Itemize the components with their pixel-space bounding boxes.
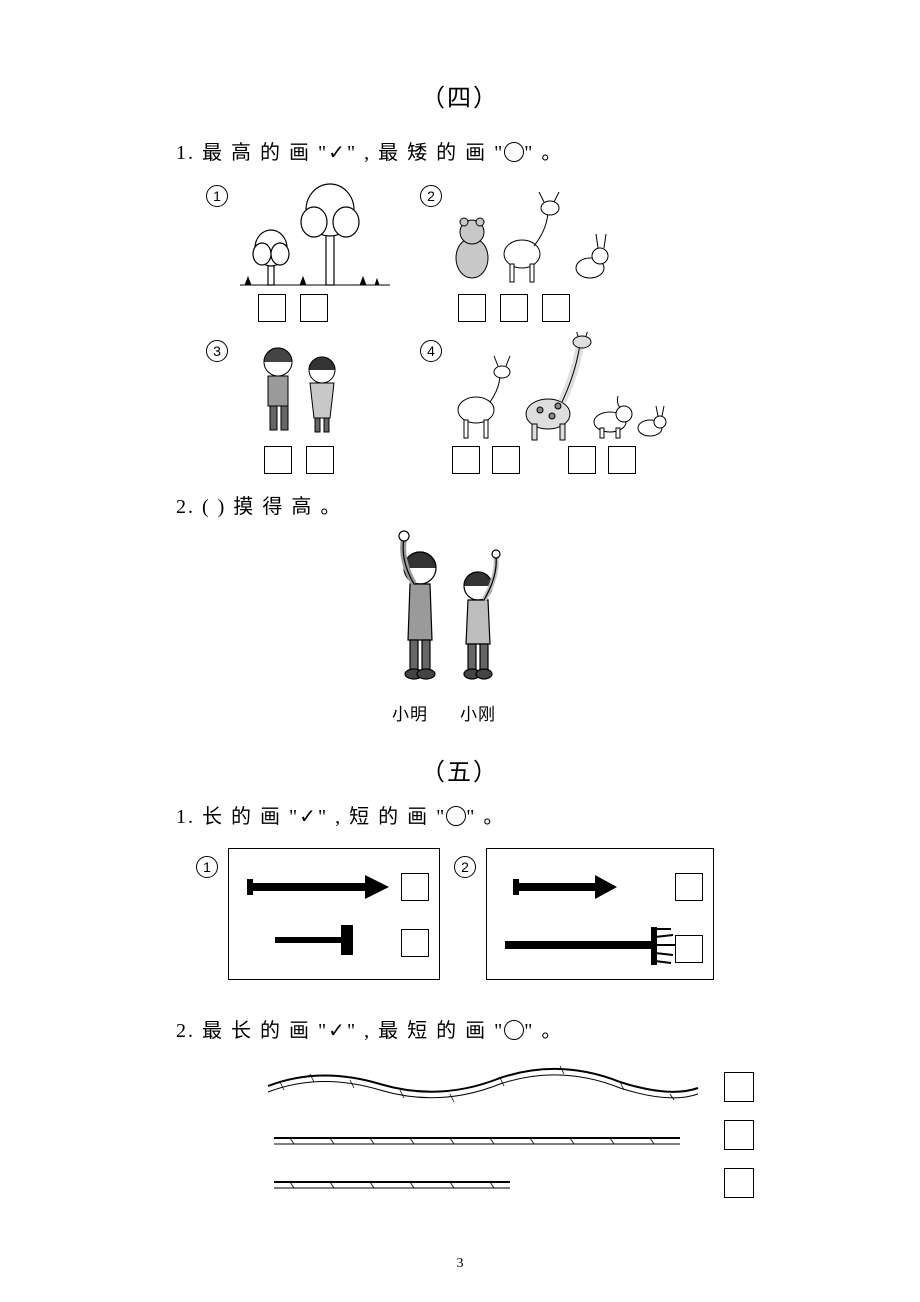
s5-q1-mid: " , 短 的 画 "	[318, 806, 446, 828]
s4-q1-1-boxes	[258, 294, 328, 322]
ropes-illustration	[260, 1058, 740, 1208]
circle-icon	[504, 142, 524, 162]
answer-box[interactable]	[675, 873, 703, 901]
circle-icon	[504, 1020, 524, 1040]
answer-box[interactable]	[300, 294, 328, 322]
answer-box[interactable]	[724, 1120, 754, 1150]
s4-q2-text: 2. ( ) 摸 得 高 。	[176, 490, 342, 519]
s4-q1-item-1: 1	[206, 185, 228, 207]
animals-4-illustration	[448, 332, 668, 442]
kids-illustration	[250, 340, 370, 440]
s4-q2-name-right: 小刚	[460, 700, 496, 725]
s4-q1-3-boxes	[264, 446, 334, 474]
trees-illustration	[240, 180, 390, 290]
num-circle-2: 2	[420, 185, 442, 207]
s5-q1-suffix: " 。	[466, 806, 505, 828]
answer-box[interactable]	[452, 446, 480, 474]
answer-box[interactable]	[264, 446, 292, 474]
s5-q2-text: 2. 最 长 的 画 "✓" , 最 短 的 画 " " 。	[176, 1014, 563, 1043]
answer-box[interactable]	[675, 935, 703, 963]
answer-box[interactable]	[401, 929, 429, 957]
s4-q1-suffix: " 。	[524, 142, 563, 164]
num-circle-1: 1	[206, 185, 228, 207]
answer-box[interactable]	[258, 294, 286, 322]
answer-box[interactable]	[458, 294, 486, 322]
s4-q1-text: 1. 最 高 的 画 "✓" , 最 矮 的 画 " " 。	[176, 136, 563, 165]
num-circle-3: 3	[206, 340, 228, 362]
s4-q2-prefix: 2. (	[176, 496, 211, 518]
answer-box[interactable]	[306, 446, 334, 474]
s4-q1-prefix: 1. 最 高 的 画 "	[176, 142, 328, 164]
section-4-title: （四）	[0, 78, 920, 113]
s5-q1-prefix: 1. 长 的 画 "	[176, 806, 299, 828]
answer-box[interactable]	[568, 446, 596, 474]
answer-box[interactable]	[724, 1168, 754, 1198]
s5-q1-item-1: 1	[196, 856, 218, 878]
circle-icon	[446, 806, 466, 826]
s5-q2-prefix: 2. 最 长 的 画 "	[176, 1020, 328, 1042]
s4-q1-item-2: 2	[420, 185, 442, 207]
check-icon: ✓	[328, 142, 347, 164]
s4-q2-suffix: ) 摸 得 高 。	[218, 496, 343, 518]
answer-box[interactable]	[608, 446, 636, 474]
s4-q1-item-4: 4	[420, 340, 442, 362]
s5-q1-text: 1. 长 的 画 "✓" , 短 的 画 " " 。	[176, 800, 505, 829]
num-circle-2: 2	[454, 856, 476, 878]
s5-q1-item-2: 2	[454, 856, 476, 878]
check-icon: ✓	[299, 806, 318, 828]
answer-box[interactable]	[724, 1072, 754, 1102]
page-number: 3	[0, 1256, 920, 1272]
s4-q1-2-boxes	[458, 294, 570, 322]
s5-q1-2-frame	[486, 848, 714, 980]
num-circle-1: 1	[196, 856, 218, 878]
s4-q2-name-left: 小明	[392, 700, 428, 725]
s5-q2-suffix: " 。	[524, 1020, 563, 1042]
reaching-kids-illustration	[370, 530, 530, 700]
answer-box[interactable]	[492, 446, 520, 474]
check-icon: ✓	[328, 1020, 347, 1042]
animals-2-illustration	[450, 188, 620, 288]
s4-q1-item-3: 3	[206, 340, 228, 362]
s4-q1-mid: " , 最 矮 的 画 "	[347, 142, 504, 164]
s5-q2-boxes	[724, 1072, 754, 1198]
num-circle-4: 4	[420, 340, 442, 362]
s5-q1-1-frame	[228, 848, 440, 980]
s4-q2-blank[interactable]	[211, 496, 218, 518]
shovels-1-illustration	[229, 849, 439, 979]
s5-q2-mid: " , 最 短 的 画 "	[347, 1020, 504, 1042]
answer-box[interactable]	[542, 294, 570, 322]
s4-q1-4-boxes	[452, 446, 636, 474]
answer-box[interactable]	[500, 294, 528, 322]
answer-box[interactable]	[401, 873, 429, 901]
section-5-title: （五）	[0, 752, 920, 787]
